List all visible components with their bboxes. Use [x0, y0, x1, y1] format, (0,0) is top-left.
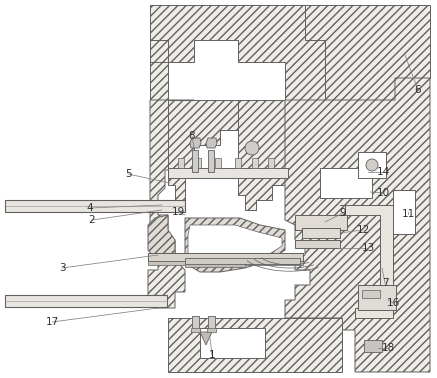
Text: 9: 9 [340, 208, 346, 218]
Bar [364, 340, 382, 352]
Polygon shape [150, 100, 194, 210]
Text: 5: 5 [125, 169, 131, 179]
Text: 7: 7 [382, 278, 388, 288]
Bar [207, 328, 216, 332]
Text: 4: 4 [87, 203, 94, 213]
Bar [362, 290, 380, 298]
Bar [268, 158, 274, 168]
Polygon shape [200, 332, 212, 345]
Text: 3: 3 [59, 263, 65, 273]
Circle shape [366, 159, 378, 171]
Polygon shape [206, 138, 217, 148]
Polygon shape [340, 205, 393, 318]
Polygon shape [168, 318, 342, 372]
Bar [185, 264, 245, 267]
Text: 2: 2 [89, 215, 95, 225]
Bar [168, 168, 288, 178]
Polygon shape [168, 100, 238, 210]
Bar [185, 258, 300, 264]
Bar [235, 158, 241, 168]
Bar [200, 328, 265, 358]
Text: 16: 16 [386, 298, 399, 308]
Bar [252, 158, 258, 168]
Text: 6: 6 [415, 85, 421, 95]
Bar [148, 261, 303, 265]
Text: 19: 19 [171, 207, 184, 217]
Bar [320, 168, 372, 198]
Bar [208, 316, 215, 331]
Bar [5, 295, 167, 307]
Text: 18: 18 [382, 343, 395, 353]
Bar [178, 158, 184, 168]
Text: 14: 14 [376, 167, 390, 177]
Bar [208, 150, 214, 172]
Bar [5, 200, 185, 212]
Text: 17: 17 [45, 317, 59, 327]
Bar [191, 328, 200, 332]
Text: 13: 13 [361, 243, 375, 253]
Bar [195, 158, 201, 168]
Polygon shape [285, 78, 430, 372]
Polygon shape [188, 225, 282, 266]
Text: 8: 8 [189, 131, 195, 141]
Bar [295, 215, 347, 230]
Bar [148, 253, 303, 261]
Text: 12: 12 [357, 225, 370, 235]
Circle shape [245, 141, 259, 155]
Bar [192, 150, 198, 172]
Bar [358, 152, 386, 178]
Bar [358, 285, 396, 310]
Text: 10: 10 [376, 188, 389, 198]
Bar [215, 158, 221, 168]
Bar [192, 316, 199, 331]
Polygon shape [148, 215, 175, 258]
Text: 1: 1 [209, 350, 215, 360]
Polygon shape [305, 5, 430, 100]
Polygon shape [185, 218, 285, 272]
Bar [302, 228, 340, 238]
Bar [295, 240, 340, 248]
Bar [393, 190, 415, 234]
Polygon shape [190, 138, 201, 148]
Polygon shape [238, 100, 285, 210]
Text: 11: 11 [401, 209, 415, 219]
Polygon shape [148, 210, 185, 308]
Polygon shape [150, 5, 325, 100]
